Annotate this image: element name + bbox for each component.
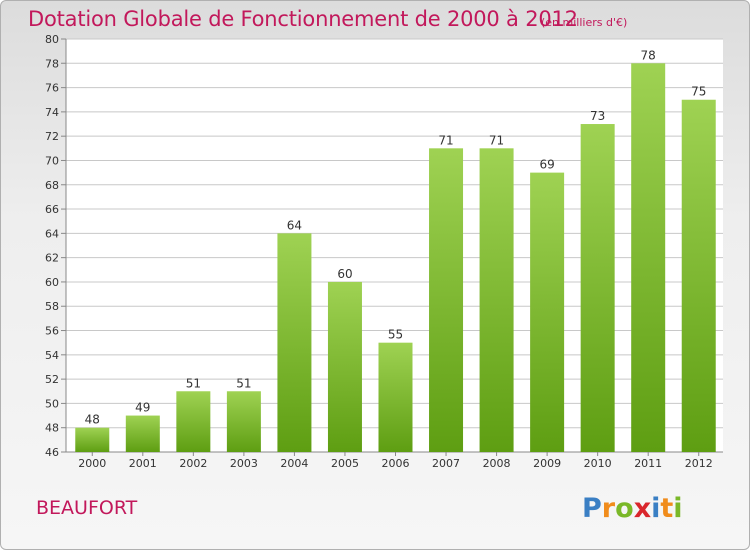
proxiti-logo: Proxiti [582,493,683,524]
x-axis-labels: 2000 2001 2002 2003 2004 2005 2006 2007 2008 2009… [78,457,712,470]
y-tick-label: 70 [45,154,59,167]
x-tick-label: 2009 [533,457,561,470]
y-tick-label: 66 [45,203,59,216]
x-tick-label: 2001 [129,457,157,470]
x-tick-label: 2002 [179,457,207,470]
chart-subtitle: (en milliers d'€) [541,16,628,29]
x-tick-label: 2005 [331,457,359,470]
x-tick-label: 2012 [685,457,713,470]
y-tick-label: 72 [45,130,59,143]
x-tick-label: 2004 [280,457,308,470]
y-tick-label: 80 [45,33,59,46]
y-tick-label: 52 [45,373,59,386]
data-label: 64 [287,218,302,232]
location-name: BEAUFORT [36,497,138,519]
data-label: 48 [85,413,100,427]
y-tick-label: 78 [45,57,59,70]
y-tick-label: 58 [45,300,59,313]
data-label: 55 [388,328,403,342]
data-label: 75 [691,85,706,99]
y-tick-label: 48 [45,422,59,435]
data-label: 73 [590,109,605,123]
x-tick-label: 2011 [634,457,662,470]
y-tick-label: 76 [45,82,59,95]
y-tick-label: 60 [45,276,59,289]
y-axis-labels: 46 48 50 52 54 56 58 60 62 64 66 68 70 72 74 76 78 80 [45,33,59,459]
bar [631,63,666,452]
y-tick-label: 64 [45,227,59,240]
y-tick-label: 46 [45,446,59,459]
data-label: 71 [438,133,453,147]
bar [580,124,615,452]
bar [530,172,565,452]
y-tick-label: 56 [45,325,59,338]
x-tick-label: 2000 [78,457,106,470]
bar [176,391,211,452]
bar [75,427,110,452]
data-labels: 48 49 51 51 64 60 55 71 71 69 73 78 75 [85,48,707,426]
bar [681,99,716,452]
data-label: 60 [337,267,352,281]
x-tick-label: 2003 [230,457,258,470]
data-label: 51 [236,376,251,390]
x-tick-label: 2008 [483,457,511,470]
data-label: 71 [489,133,504,147]
x-tick-label: 2006 [382,457,410,470]
y-tick-label: 74 [45,106,59,119]
bar [125,415,160,452]
y-tick-label: 68 [45,179,59,192]
data-label: 78 [641,48,656,62]
y-tick-label: 62 [45,252,59,265]
x-tick-label: 2007 [432,457,460,470]
x-tick-label: 2010 [584,457,612,470]
y-tick-label: 54 [45,349,59,362]
bar [277,233,312,452]
chart-title: Dotation Globale de Fonctionnement de 20… [28,7,578,31]
data-label: 49 [135,401,150,415]
bar [226,391,261,452]
bar [479,148,514,452]
bar [429,148,464,452]
bar [327,281,362,452]
y-tick-label: 50 [45,397,59,410]
svg-text:Proxiti: Proxiti [582,493,683,524]
data-label: 69 [539,158,554,172]
bar [378,342,413,452]
data-label: 51 [186,376,201,390]
bars [75,63,716,452]
